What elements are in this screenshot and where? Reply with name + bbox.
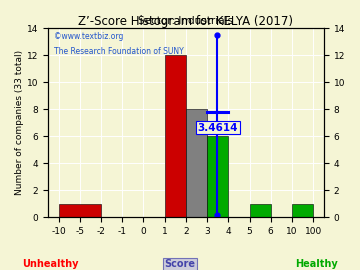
Bar: [186, 109, 207, 217]
Text: The Research Foundation of SUNY: The Research Foundation of SUNY: [54, 47, 183, 56]
Text: 3.4614: 3.4614: [197, 123, 238, 133]
Text: Healthy: Healthy: [296, 259, 338, 269]
Text: Unhealthy: Unhealthy: [22, 259, 78, 269]
Bar: [207, 136, 228, 217]
Y-axis label: Number of companies (33 total): Number of companies (33 total): [15, 50, 24, 195]
Text: ©www.textbiz.org: ©www.textbiz.org: [54, 32, 123, 41]
Bar: [292, 204, 313, 217]
Bar: [59, 204, 101, 217]
Text: Score: Score: [165, 259, 195, 269]
Bar: [249, 204, 271, 217]
Title: Z’-Score Histogram for KELYA (2017): Z’-Score Histogram for KELYA (2017): [78, 15, 293, 28]
Bar: [165, 55, 186, 217]
Text: Sector: Industrials: Sector: Industrials: [138, 16, 233, 26]
